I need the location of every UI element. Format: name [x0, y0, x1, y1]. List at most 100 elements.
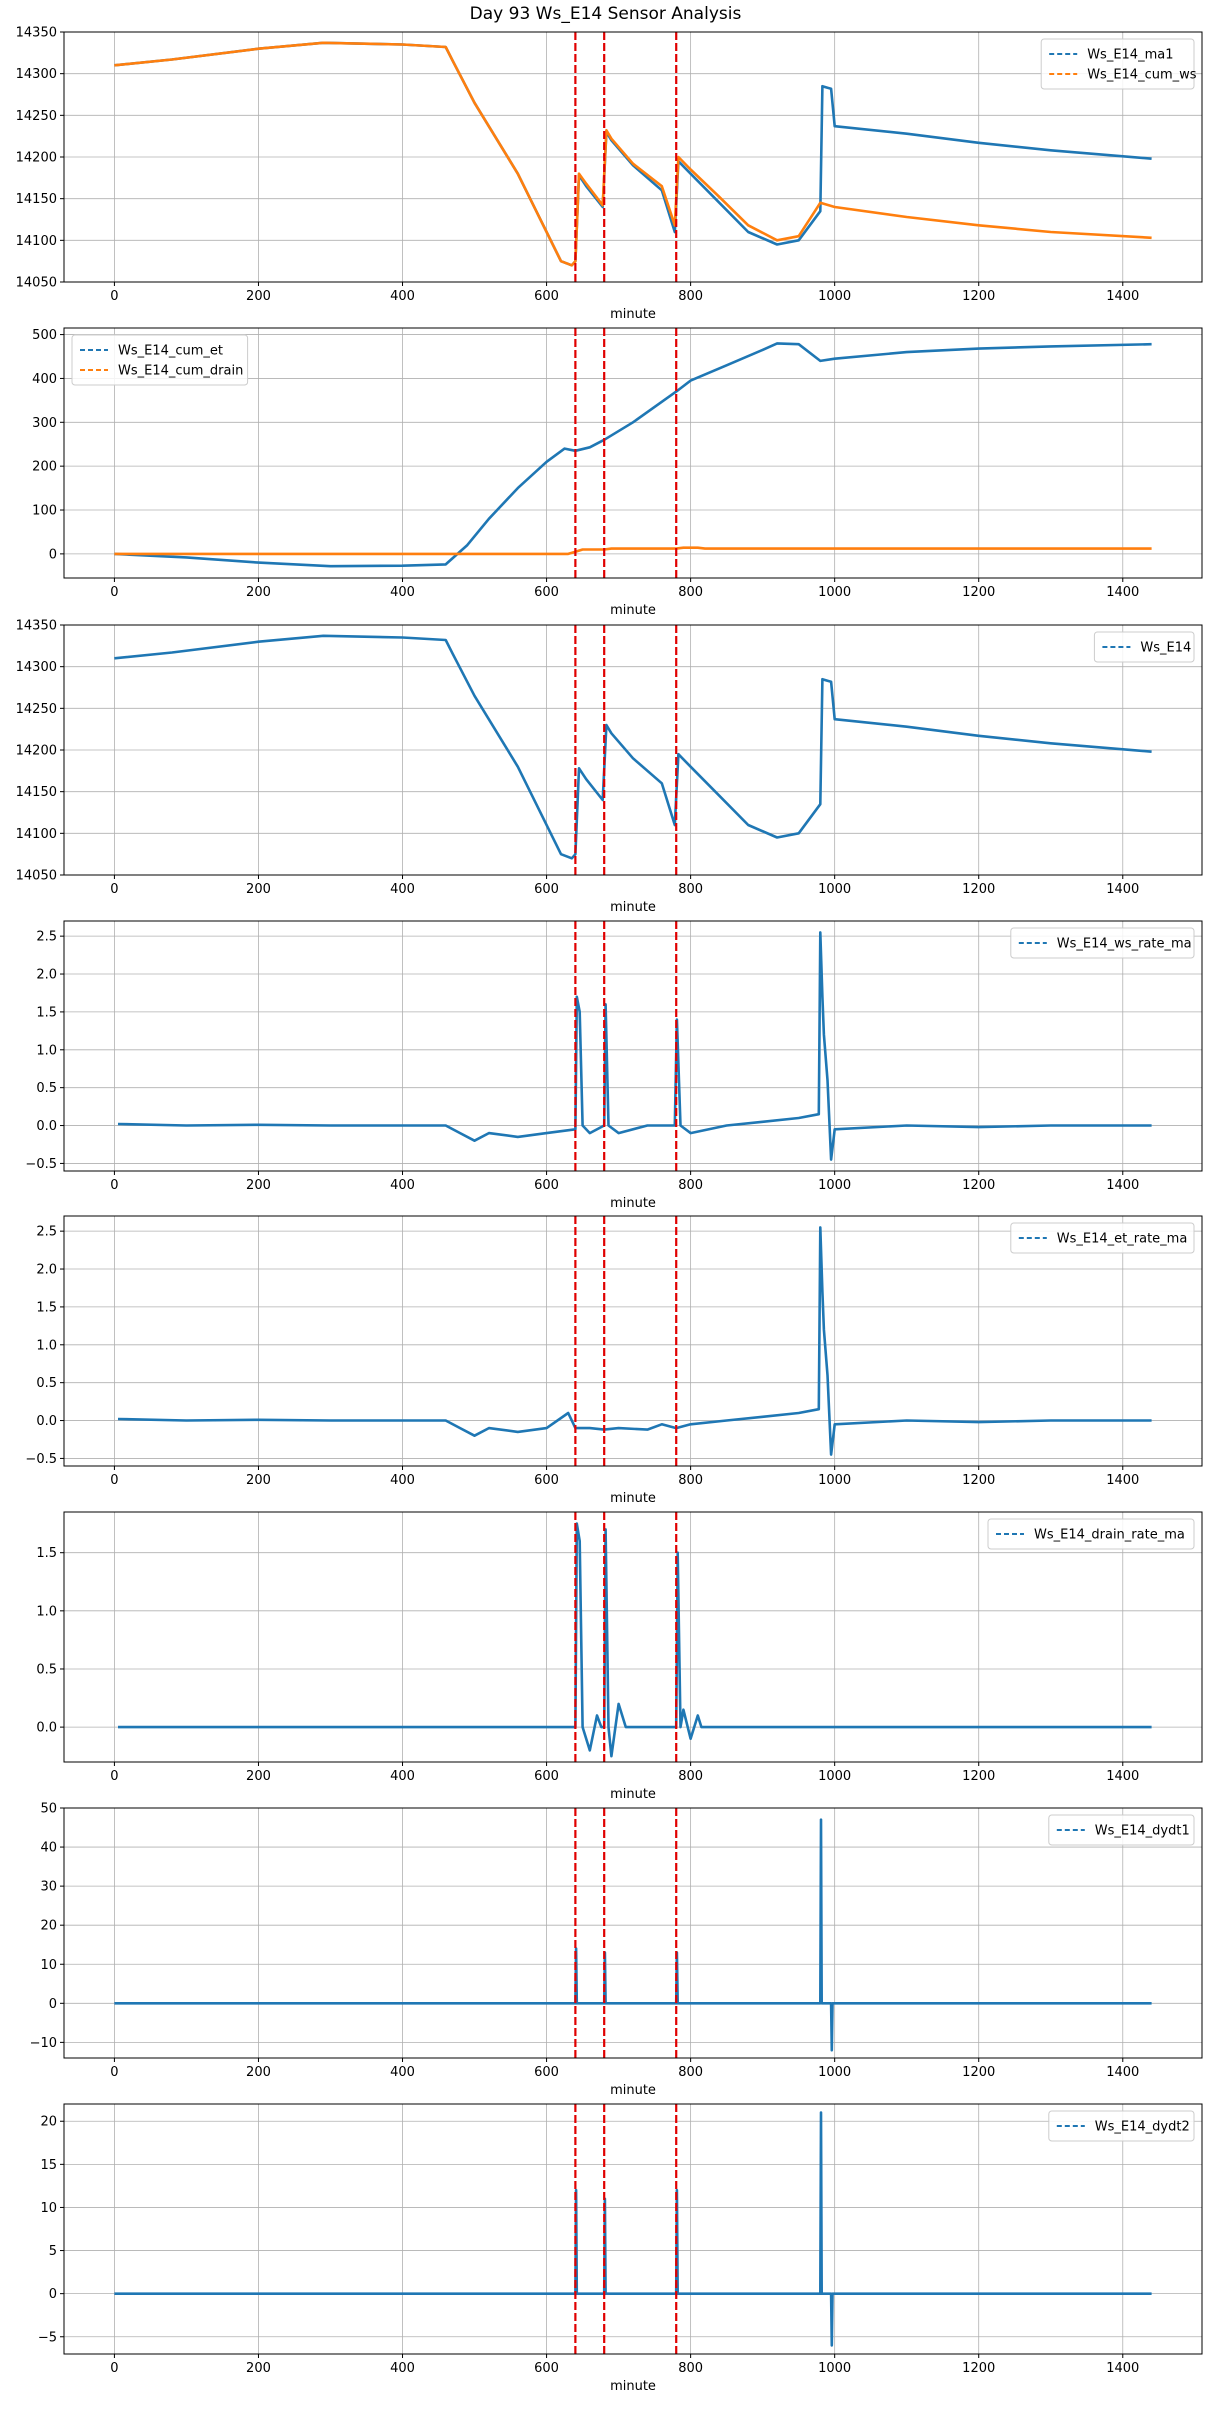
series-line-Ws_E14_et_rate_ma	[117, 1226, 1152, 1456]
x-tick-label: 600	[534, 2361, 559, 2376]
x-tick-label: 1200	[962, 1769, 995, 1784]
legend-label: Ws_E14_et_rate_ma	[1057, 1232, 1188, 1247]
axes-frame	[63, 2103, 1203, 2355]
series-line-Ws_E14_ws_rate_ma	[117, 931, 1152, 1161]
x-axis-label: minute	[610, 900, 656, 915]
x-tick-label: 1200	[962, 2065, 995, 2080]
x-tick-label: 0	[110, 2065, 118, 2080]
y-tick-label: 500	[32, 328, 57, 343]
x-tick-label: 1400	[1106, 1769, 1139, 1784]
y-tick-label: 20	[40, 2115, 57, 2130]
y-tick-label: 2.5	[36, 930, 57, 945]
x-axis-label: minute	[610, 603, 656, 618]
y-tick-label: 20	[40, 1919, 57, 1934]
x-axis-label: minute	[610, 1787, 656, 1802]
legend-label: Ws_E14_ma1	[1087, 48, 1173, 63]
y-tick-label: 14050	[16, 869, 57, 884]
y-tick-label: 400	[32, 372, 57, 387]
x-tick-label: 0	[110, 1473, 118, 1488]
series-line-Ws_E14_ma1	[114, 41, 1152, 267]
y-tick-label: 40	[40, 1841, 57, 1856]
x-tick-label: 0	[110, 1769, 118, 1784]
legend-box	[987, 1518, 1195, 1550]
x-tick-label: 0	[110, 2361, 118, 2376]
x-tick-label: 1400	[1106, 2065, 1139, 2080]
chart-panel-7: 0 200 400 600 800 1000 1200 1400 −10 0 10 20 30 40 50 m…	[30, 1802, 1203, 2098]
y-tick-label: 100	[32, 504, 57, 519]
x-tick-label: 0	[110, 585, 118, 600]
y-tick-label: 1.0	[36, 1043, 57, 1058]
y-tick-label: 14150	[16, 192, 57, 207]
y-tick-label: 0.5	[36, 1376, 57, 1391]
series-line-Ws_E14	[114, 634, 1152, 860]
series-line-Ws_E14_drain_rate_ma	[118, 1522, 1152, 1758]
y-tick-label: 0.0	[36, 1119, 57, 1134]
x-tick-label: 400	[390, 2361, 415, 2376]
x-tick-label: 1400	[1106, 1473, 1139, 1488]
figure-title: Day 93 Ws_E14 Sensor Analysis	[469, 4, 742, 24]
x-tick-label: 600	[534, 289, 559, 304]
chart-panel-3: 0 200 400 600 800 1000 1200 1400 14050 14100 14150…	[16, 619, 1203, 915]
x-tick-label: 200	[246, 585, 271, 600]
axes-frame	[63, 1511, 1203, 1763]
legend: Ws_E14_ws_rate_ma	[1010, 927, 1195, 959]
x-axis-label: minute	[610, 307, 656, 322]
legend-box	[71, 334, 249, 386]
y-tick-label: 15	[40, 2158, 57, 2173]
legend: Ws_E14_cum_et Ws_E14_cum_drain	[71, 334, 249, 386]
x-tick-label: 200	[246, 2065, 271, 2080]
y-tick-label: 14300	[16, 67, 57, 82]
legend-label: Ws_E14_cum_et	[118, 344, 223, 359]
y-tick-label: 0	[49, 547, 57, 562]
legend: Ws_E14_dydt1	[1048, 1814, 1195, 1846]
x-tick-label: 200	[246, 1178, 271, 1193]
y-tick-label: 2.5	[36, 1225, 57, 1240]
x-tick-label: 1000	[818, 1178, 851, 1193]
x-tick-label: 400	[390, 1473, 415, 1488]
y-tick-label: 0.5	[36, 1081, 57, 1096]
x-axis-label: minute	[610, 1491, 656, 1506]
x-tick-label: 800	[678, 2361, 703, 2376]
y-tick-label: 0	[49, 1997, 57, 2012]
legend-label: Ws_E14_cum_ws	[1087, 68, 1197, 83]
x-tick-label: 1400	[1106, 289, 1139, 304]
x-tick-label: 200	[246, 882, 271, 897]
y-tick-label: 14100	[16, 234, 57, 249]
x-tick-label: 1200	[962, 585, 995, 600]
y-tick-label: 0.0	[36, 1414, 57, 1429]
x-tick-label: 600	[534, 2065, 559, 2080]
axes-frame	[63, 1807, 1203, 2059]
x-tick-label: 600	[534, 1473, 559, 1488]
series-line-Ws_E14_dydt2	[114, 2111, 1152, 2347]
chart-panel-4: 0 200 400 600 800 1000 1200 1400 −0.5 0.0 0.5 1.0 1.…	[25, 920, 1203, 1211]
x-tick-label: 1200	[962, 1178, 995, 1193]
x-tick-label: 1400	[1106, 2361, 1139, 2376]
legend-box	[1093, 631, 1195, 663]
y-tick-label: −0.5	[25, 1157, 57, 1172]
x-tick-label: 1200	[962, 882, 995, 897]
y-tick-label: 2.0	[36, 968, 57, 983]
y-tick-label: 1.5	[36, 1005, 57, 1020]
legend: Ws_E14_et_rate_ma	[1010, 1222, 1195, 1254]
x-tick-label: 1000	[818, 2065, 851, 2080]
legend-box	[1048, 1814, 1195, 1846]
x-tick-label: 600	[534, 882, 559, 897]
y-tick-label: 200	[32, 460, 57, 475]
y-tick-label: 14050	[16, 276, 57, 291]
x-axis-label: minute	[610, 2083, 656, 2098]
y-tick-label: 14200	[16, 151, 57, 166]
x-tick-label: 800	[678, 882, 703, 897]
y-tick-label: 14100	[16, 827, 57, 842]
x-tick-label: 400	[390, 585, 415, 600]
series-line-Ws_E14_cum_ws	[114, 41, 1152, 267]
x-tick-label: 1000	[818, 1473, 851, 1488]
x-tick-label: 1000	[818, 289, 851, 304]
chart-panel-8: 0 200 400 600 800 1000 1200 1400 −5 0 5 10 15 20 minut…	[38, 2103, 1203, 2394]
x-tick-label: 800	[678, 1769, 703, 1784]
y-tick-label: 50	[40, 1802, 57, 1817]
y-tick-label: −5	[38, 2330, 57, 2345]
legend-label: Ws_E14_drain_rate_ma	[1034, 1528, 1185, 1543]
y-tick-label: 30	[40, 1880, 57, 1895]
x-tick-label: 1000	[818, 882, 851, 897]
x-tick-label: 200	[246, 2361, 271, 2376]
